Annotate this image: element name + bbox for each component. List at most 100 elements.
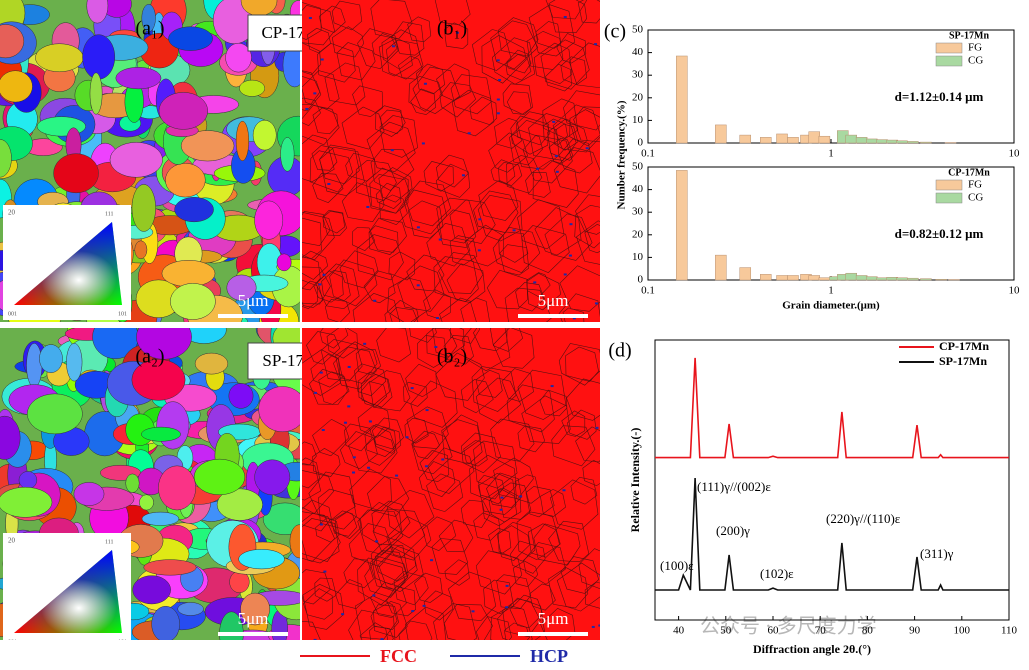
panel-label: (b₁) [437, 18, 467, 40]
grain-boundary [473, 512, 501, 541]
grain-boundary [584, 581, 600, 609]
bar [715, 124, 727, 144]
hcp-spot [390, 149, 394, 152]
grain-boundary [481, 488, 518, 527]
grain-boundary [302, 211, 335, 261]
bar [896, 140, 908, 144]
hcp-spot [498, 78, 502, 81]
legend-label: CG [968, 192, 983, 204]
grain-boundary [302, 104, 340, 146]
grain [66, 343, 83, 382]
grain-boundary [374, 539, 416, 582]
hcp-spot [533, 281, 537, 284]
grain-boundary [302, 254, 321, 291]
ipf-scale: 20 [8, 537, 16, 545]
grain-boundary [549, 479, 599, 530]
grain-boundary [517, 199, 565, 250]
grain-boundary [322, 210, 347, 236]
hcp-spot [594, 43, 598, 46]
grain-boundary [302, 349, 341, 396]
grain-boundary [339, 431, 378, 470]
grain-boundary [443, 603, 493, 640]
grain-boundary [525, 172, 551, 198]
grain-boundary [523, 542, 566, 585]
grain-boundary [510, 119, 560, 170]
grain-boundary [423, 161, 454, 192]
grain-boundary [434, 0, 471, 26]
grain-boundary [548, 567, 589, 609]
grain-boundary [529, 583, 556, 611]
y-tick-label: 50 [632, 161, 644, 173]
grain-boundary [343, 558, 374, 589]
grain-boundary [473, 440, 518, 489]
grain-boundary [436, 209, 477, 248]
grain-boundary [370, 581, 407, 619]
grain-boundary [399, 189, 448, 235]
grain-boundary [575, 194, 600, 235]
grain [0, 415, 21, 460]
hcp-spot [416, 284, 420, 287]
grain [177, 602, 204, 616]
hcp-spot [368, 420, 372, 423]
grain [141, 511, 180, 526]
grain-boundary [525, 486, 555, 518]
grain-boundary [475, 377, 522, 424]
grain-boundary [324, 298, 351, 322]
grain-boundary [462, 328, 511, 372]
x-tick-label: 0.1 [641, 285, 655, 297]
grain-boundary [398, 55, 423, 80]
grain-boundary [311, 145, 338, 171]
hcp-spot [555, 170, 559, 173]
grain-boundary [517, 425, 546, 453]
legend-swatch [935, 55, 963, 67]
grain-boundary [559, 265, 600, 312]
grain-boundary [335, 511, 362, 539]
hcp-spot [499, 508, 503, 511]
grain-boundary [568, 42, 600, 89]
legend-label: FG [968, 42, 982, 54]
grain-boundary [302, 621, 321, 640]
grain-boundary [469, 96, 498, 126]
x-tick-label: 100 [954, 625, 971, 637]
legend-label: CG [968, 55, 983, 67]
grain-boundary [544, 213, 593, 261]
grain [0, 70, 33, 103]
grain-boundary [364, 556, 409, 598]
grain-boundary [505, 155, 543, 194]
hcp-spot [568, 254, 572, 257]
grain-boundary [510, 540, 546, 574]
hcp-spot [554, 154, 558, 157]
grain-boundary [501, 368, 534, 402]
grain-boundary [504, 287, 552, 322]
grain-boundary [492, 226, 541, 273]
x-tick-label: 0.1 [641, 148, 655, 160]
hcp-spot [552, 120, 556, 123]
grain-boundary [302, 280, 324, 308]
grain-boundary [567, 409, 597, 440]
ipf-corner: 001 [8, 311, 17, 317]
grain-boundary [498, 231, 529, 263]
grain [39, 344, 63, 373]
peak-annotation: (200)γ [716, 523, 750, 538]
grain-boundary [506, 91, 532, 115]
bar [907, 141, 919, 144]
y-tick-label: 50 [632, 24, 644, 36]
grain-boundary [419, 450, 450, 482]
grain-boundary [404, 417, 429, 444]
grain [89, 72, 103, 115]
hcp-spot [563, 16, 567, 19]
grain-boundary [540, 39, 590, 90]
grain-boundary [553, 147, 600, 194]
grain-boundary [506, 384, 555, 433]
grain-boundary [441, 419, 483, 465]
grain-boundary [490, 20, 539, 70]
grain-boundary [407, 200, 444, 239]
grain-boundary [319, 146, 365, 197]
grain-boundary [527, 523, 560, 558]
peak-annotation: (220)γ//(110)ε [826, 511, 901, 526]
grain-boundary [364, 424, 397, 457]
hcp-spot [347, 405, 351, 408]
grain-boundary [540, 607, 576, 640]
ipf-triangle-white [14, 550, 122, 633]
